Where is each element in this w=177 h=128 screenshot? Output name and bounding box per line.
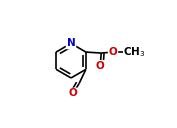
Text: O: O [69,88,78,98]
Text: N: N [67,38,75,49]
Text: CH$_3$: CH$_3$ [123,45,146,59]
Text: O: O [96,61,105,71]
Text: O: O [109,47,117,57]
